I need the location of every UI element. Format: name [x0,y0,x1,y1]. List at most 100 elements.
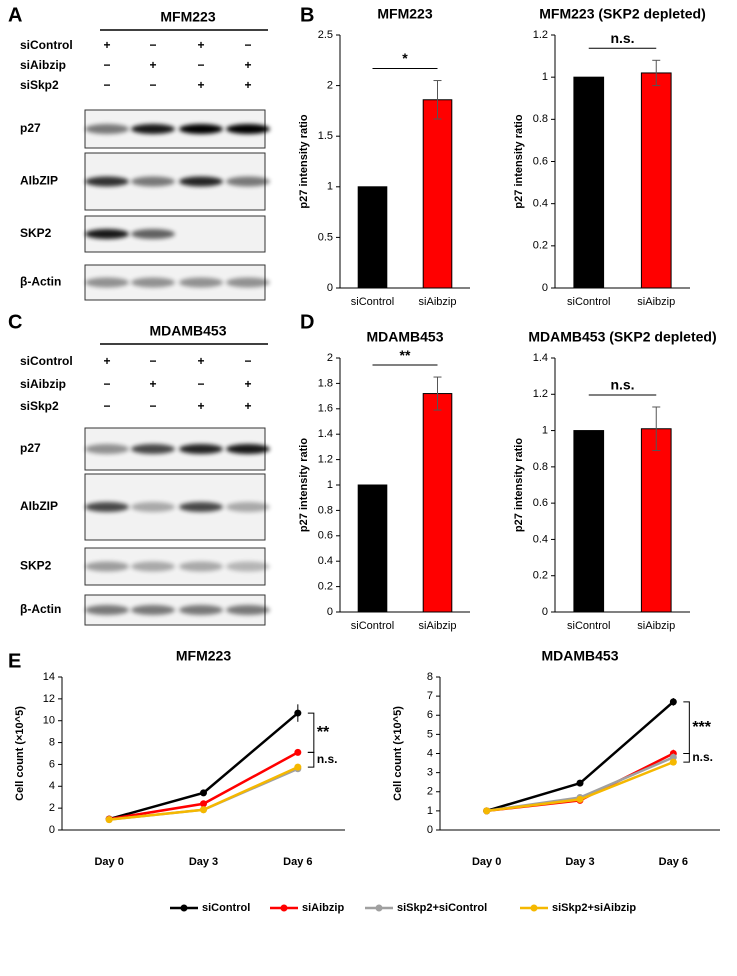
band [226,605,270,615]
band [131,124,175,134]
y-tick-label: 0 [427,824,433,836]
annotation: * [402,50,408,66]
sign: + [244,78,251,92]
bar [640,72,672,289]
sign: − [103,78,110,92]
band [179,444,223,454]
y-tick-label: 1.8 [318,377,333,389]
x-tick-label: Day 6 [283,856,312,868]
band [179,124,223,134]
chart-title: MDAMB453 [366,329,443,345]
panel-label: C [8,311,22,333]
x-tick-label: siControl [567,620,610,632]
y-tick-label: 12 [43,693,55,705]
y-tick-label: 1.4 [533,352,548,364]
chart-title: MFM223 (SKP2 depleted) [539,6,705,22]
point [669,753,677,761]
y-tick-label: 0 [49,824,55,836]
y-tick-label: 1 [542,424,548,436]
y-tick-label: 1.6 [318,403,333,415]
sign: + [149,377,156,391]
sign: − [244,38,251,52]
y-axis-label: p27 intensity ratio [298,114,310,208]
x-tick-label: siControl [351,296,394,308]
point [576,795,584,803]
sign: − [149,399,156,413]
panel-label: E [8,650,21,672]
band-label: SKP2 [20,559,52,573]
y-tick-label: 4 [427,747,433,759]
x-tick-label: siAibzip [419,296,457,308]
sig-bracket [307,712,315,753]
point [669,758,677,766]
y-tick-label: 0.8 [533,461,548,473]
y-tick-label: 0.4 [533,533,548,545]
annotation: n.s. [692,750,713,764]
panel-label: A [8,4,22,26]
bar [357,484,388,613]
sign: + [197,354,204,368]
band-label: β-Actin [20,602,61,616]
y-tick-label: 1 [327,181,333,193]
sign: − [197,377,204,391]
treatment-label: siControl [20,354,73,368]
y-tick-label: 8 [49,736,55,748]
y-tick-label: 6 [49,758,55,770]
y-tick-label: 0 [542,606,548,618]
point [294,763,302,771]
blot-title: MDAMB453 [149,323,226,339]
y-axis-label: p27 intensity ratio [298,438,310,532]
y-tick-label: 1.5 [318,130,333,142]
y-tick-label: 1.2 [318,454,333,466]
band [226,561,270,572]
annotation: ** [317,724,330,741]
legend-marker [530,904,538,912]
sign: − [103,58,110,72]
sign: + [244,399,251,413]
y-tick-label: 5 [427,728,433,740]
sign: − [149,354,156,368]
y-axis-label: p27 intensity ratio [513,114,525,208]
band [85,561,129,572]
y-tick-label: 1 [427,805,433,817]
band [85,277,129,288]
y-tick-label: 0.6 [533,155,548,167]
band [131,502,175,512]
band [179,561,223,572]
band [131,229,175,239]
x-tick-label: Day 3 [565,856,594,868]
point [294,748,302,756]
x-tick-label: siAibzip [637,296,675,308]
y-axis-label: p27 intensity ratio [513,438,525,532]
sign: − [103,377,110,391]
annotation: ** [400,347,411,363]
y-tick-label: 0 [542,282,548,294]
panel-label: B [300,4,314,26]
band [131,444,175,454]
point [200,789,207,797]
point [200,800,207,808]
y-tick-label: 2 [427,786,433,798]
y-tick-label: 2 [49,802,55,814]
y-tick-label: 14 [43,671,55,683]
x-tick-label: Day 6 [659,856,688,868]
band-label: β-Actin [20,275,61,289]
y-tick-label: 0.5 [318,231,333,243]
sig-bracket [683,701,690,754]
y-tick-label: 0 [327,282,333,294]
sign: − [103,399,110,413]
x-tick-label: siControl [567,296,610,308]
band [179,502,223,512]
point [483,807,491,815]
sig-bracket [307,751,315,768]
legend-marker [375,904,383,912]
treatment-label: siSkp2 [20,78,59,92]
y-tick-label: 8 [427,671,433,683]
annotation: n.s. [610,30,634,46]
panel-label: D [300,311,314,333]
band-label: SKP2 [20,226,52,240]
y-tick-label: 1 [327,479,333,491]
x-tick-label: siAibzip [637,620,675,632]
sign: + [103,38,110,52]
